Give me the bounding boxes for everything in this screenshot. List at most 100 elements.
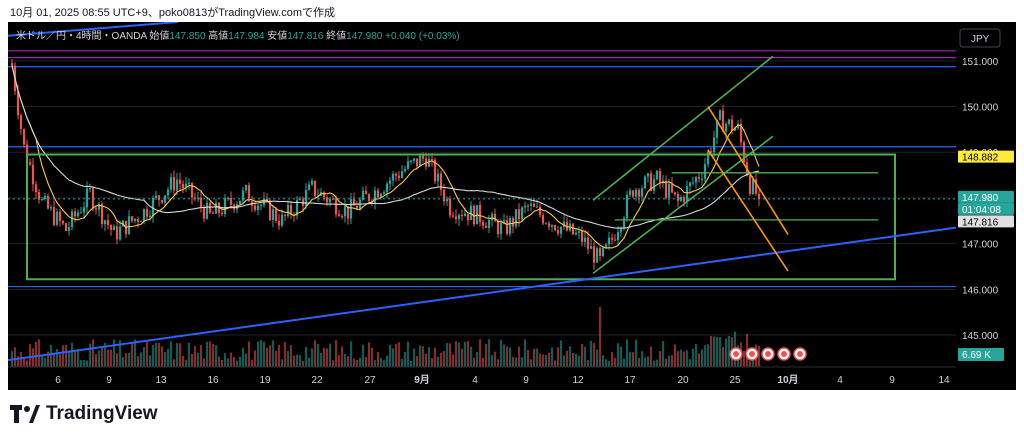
candle[interactable] [730, 119, 734, 131]
candle[interactable] [427, 158, 431, 167]
candle[interactable] [79, 212, 83, 214]
candle[interactable] [31, 164, 35, 185]
candle[interactable] [505, 220, 509, 234]
candle[interactable] [328, 198, 332, 203]
candle[interactable] [742, 142, 746, 163]
candle[interactable] [181, 183, 185, 189]
candle[interactable] [364, 190, 368, 195]
candle[interactable] [151, 198, 155, 216]
candle[interactable] [16, 91, 20, 116]
candle[interactable] [733, 128, 737, 131]
candle[interactable] [553, 224, 557, 231]
candle[interactable] [481, 221, 485, 226]
candle[interactable] [268, 200, 272, 221]
candle[interactable] [514, 209, 518, 227]
candle[interactable] [421, 155, 425, 159]
candle[interactable] [133, 218, 137, 221]
candle[interactable] [478, 205, 482, 222]
candle[interactable] [643, 176, 647, 189]
down-channel-lower[interactable] [707, 149, 789, 272]
candle[interactable] [604, 244, 608, 248]
candle[interactable] [352, 199, 356, 206]
candle[interactable] [451, 215, 455, 217]
candle[interactable] [70, 211, 74, 228]
candle[interactable] [190, 182, 194, 198]
candle[interactable] [652, 179, 656, 191]
candle[interactable] [442, 189, 446, 202]
candle[interactable] [127, 216, 131, 234]
candle[interactable] [10, 63, 14, 66]
candle[interactable] [91, 188, 95, 209]
candle[interactable] [433, 159, 437, 182]
candle[interactable] [40, 198, 44, 200]
candle[interactable] [187, 182, 191, 184]
candle[interactable] [61, 220, 65, 224]
candle[interactable] [37, 192, 41, 200]
candle[interactable] [658, 170, 662, 183]
candle[interactable] [310, 180, 314, 185]
candle[interactable] [640, 188, 644, 197]
candle[interactable] [376, 190, 380, 198]
candle[interactable] [667, 183, 671, 198]
candle[interactable] [595, 248, 599, 263]
candle[interactable] [577, 231, 581, 233]
candle[interactable] [721, 110, 725, 132]
currency-button[interactable] [959, 28, 1001, 48]
candle[interactable] [541, 215, 545, 224]
candle[interactable] [655, 170, 659, 180]
candle[interactable] [136, 218, 140, 222]
candle[interactable] [523, 205, 527, 208]
candle[interactable] [247, 185, 251, 202]
candle[interactable] [520, 207, 524, 220]
candle[interactable] [283, 214, 287, 216]
candle[interactable] [715, 119, 719, 138]
candle[interactable] [454, 216, 458, 220]
candle[interactable] [295, 199, 299, 216]
candle[interactable] [139, 221, 143, 223]
candle[interactable] [403, 168, 407, 172]
candle[interactable] [430, 158, 434, 160]
candle[interactable] [214, 202, 218, 214]
up-channel-lower[interactable] [592, 135, 774, 274]
candle[interactable] [757, 193, 761, 199]
candle[interactable] [355, 205, 359, 209]
candle[interactable] [700, 178, 704, 180]
candle[interactable] [466, 213, 470, 221]
candle[interactable] [130, 216, 134, 221]
candle[interactable] [409, 160, 413, 162]
candle[interactable] [511, 218, 515, 227]
candle[interactable] [634, 189, 638, 197]
candle[interactable] [559, 226, 563, 234]
candle[interactable] [160, 199, 164, 203]
candle[interactable] [664, 180, 668, 198]
candle[interactable] [496, 221, 500, 235]
candle[interactable] [682, 197, 686, 202]
candle[interactable] [529, 203, 533, 206]
candle[interactable] [472, 205, 476, 225]
candle[interactable] [172, 177, 176, 191]
candle[interactable] [196, 197, 200, 199]
candle[interactable] [280, 214, 284, 226]
candle[interactable] [670, 183, 674, 193]
upper-trend-line[interactable] [8, 22, 179, 37]
candle[interactable] [490, 213, 494, 221]
candle[interactable] [43, 195, 47, 199]
candle[interactable] [556, 230, 560, 234]
candle[interactable] [619, 227, 623, 233]
candle[interactable] [688, 182, 692, 187]
candle[interactable] [439, 173, 443, 190]
candle[interactable] [289, 204, 293, 215]
candle[interactable] [244, 185, 248, 191]
candle[interactable] [706, 151, 710, 165]
candle[interactable] [340, 216, 344, 218]
candle[interactable] [502, 220, 506, 223]
candle[interactable] [205, 202, 209, 219]
candle[interactable] [277, 220, 281, 226]
tradingview-brand[interactable]: TradingView [10, 403, 158, 425]
candle[interactable] [394, 173, 398, 176]
candle[interactable] [382, 192, 386, 194]
candle[interactable] [256, 205, 260, 210]
candle[interactable] [211, 212, 215, 214]
candle[interactable] [73, 211, 77, 217]
candle[interactable] [55, 211, 59, 225]
